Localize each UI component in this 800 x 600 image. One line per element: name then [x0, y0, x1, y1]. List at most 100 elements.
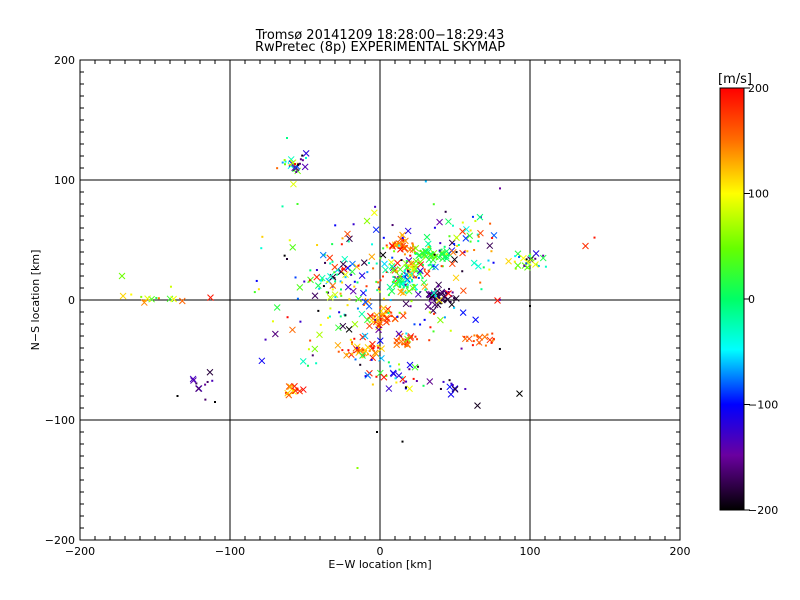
data-point-cross [451, 256, 458, 263]
data-point-dot [344, 276, 347, 279]
data-point-dot [443, 290, 446, 293]
data-point-dot [317, 309, 320, 312]
data-point-dot [390, 311, 393, 314]
x-tick-label: −100 [215, 545, 245, 558]
data-point-dot [537, 264, 540, 267]
data-point-dot [334, 296, 337, 299]
data-point-cross [406, 385, 413, 393]
data-point-dot [404, 283, 407, 286]
data-point-cross [258, 357, 266, 365]
data-point-cross [314, 282, 322, 289]
data-point-cross [290, 180, 297, 188]
data-point-dot [433, 253, 436, 256]
data-point-cross [342, 271, 349, 279]
data-point-dot [412, 377, 415, 380]
data-point-dot [381, 275, 384, 278]
data-point-dot [364, 289, 367, 292]
data-point-cross [206, 368, 214, 376]
data-point-dot [415, 380, 418, 383]
data-point-cross [411, 363, 419, 371]
data-point-dot [276, 167, 279, 170]
data-point-dot [417, 276, 420, 279]
data-point-dot [339, 292, 342, 295]
data-point-cross [349, 287, 357, 295]
data-point-dot [338, 311, 341, 314]
data-point-dot [413, 323, 416, 326]
data-point-dot [286, 316, 289, 319]
data-point-cross [406, 246, 414, 253]
data-point-cross [378, 345, 385, 352]
data-point-dot [412, 276, 415, 279]
data-point-dot [478, 342, 481, 345]
data-point-cross [443, 255, 451, 262]
data-point-dot [440, 265, 443, 268]
data-point-dot [429, 326, 432, 329]
data-point-dot [311, 354, 314, 357]
data-point-dot [346, 304, 349, 307]
data-point-dot [529, 253, 532, 256]
data-point-cross [416, 251, 423, 259]
data-point-dot [432, 312, 435, 315]
data-point-dot [411, 280, 414, 283]
data-point-cross [453, 234, 460, 242]
data-point-cross [417, 261, 425, 268]
data-point-cross [445, 290, 452, 297]
data-point-dot [334, 280, 337, 283]
data-point-cross [382, 266, 389, 274]
data-point-dot [482, 266, 485, 269]
data-point-dot [490, 250, 493, 253]
data-point-cross [372, 226, 380, 234]
data-point-dot [291, 391, 294, 394]
data-point-dot [448, 235, 451, 238]
data-point-cross [287, 156, 295, 163]
data-point-dot [471, 215, 474, 218]
data-point-dot [409, 305, 412, 308]
data-point-cross [339, 260, 347, 268]
data-point-dot [336, 269, 339, 272]
data-point-dot [491, 332, 494, 335]
data-point-dot [303, 280, 306, 283]
data-point-dot [479, 216, 482, 219]
data-point-dot [429, 301, 432, 304]
data-point-cross [118, 272, 126, 280]
data-point-dot [513, 260, 516, 263]
data-point-dot [403, 269, 406, 272]
data-point-dot [461, 221, 464, 224]
data-point-cross [287, 162, 295, 170]
data-point-dot [288, 164, 291, 167]
data-point-cross [516, 390, 523, 397]
data-point-dot [442, 290, 445, 293]
data-point-dot [445, 253, 448, 256]
data-point-cross [354, 343, 361, 351]
data-point-dot [320, 279, 323, 282]
data-point-dot [443, 245, 446, 248]
colorbar-tick-label: −100 [748, 399, 778, 412]
data-point-dot [398, 244, 401, 247]
data-point-cross [412, 244, 420, 252]
data-point-dot [535, 263, 538, 266]
data-point-dot [339, 288, 342, 291]
data-point-cross [463, 225, 470, 233]
data-point-dot [401, 237, 404, 240]
colorbar-tick-label: 200 [748, 82, 769, 95]
data-point-dot [391, 224, 394, 227]
data-point-cross [429, 307, 437, 314]
data-point-dot [253, 291, 256, 294]
data-point-dot [334, 224, 337, 227]
data-point-dot [333, 271, 336, 274]
data-point-dot [474, 220, 477, 223]
data-point-cross [326, 254, 334, 262]
data-point-dot [444, 291, 447, 294]
data-point-dot [444, 210, 447, 213]
data-point-dot [284, 163, 287, 166]
data-point-dot [319, 323, 322, 326]
data-point-dot [337, 350, 340, 353]
data-point-dot [375, 375, 378, 378]
data-point-dot [318, 287, 321, 290]
data-point-dot [427, 264, 430, 267]
data-point-cross [445, 218, 452, 225]
data-point-dot [473, 334, 476, 337]
data-point-cross [284, 389, 292, 397]
data-point-dot [204, 398, 207, 401]
data-point-dot [376, 431, 378, 433]
